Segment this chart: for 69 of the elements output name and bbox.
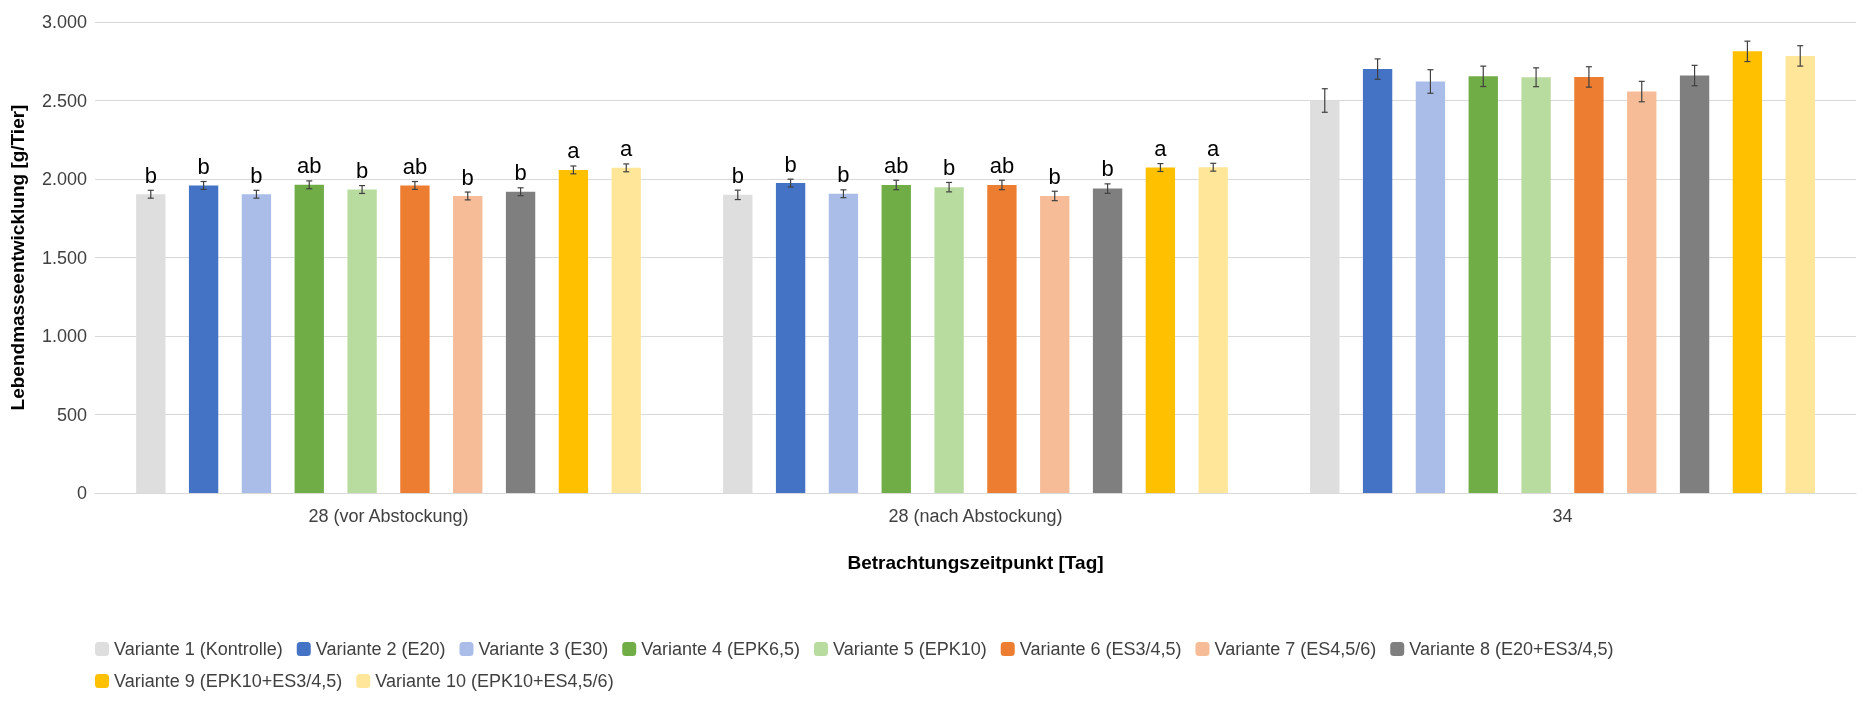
bar [453, 195, 483, 493]
y-tick-label: 500 [56, 404, 87, 425]
legend-label: Variante 9 (EPK10+ES3/4,5) [114, 671, 343, 691]
bar [400, 185, 430, 493]
data-label: ab [884, 152, 909, 178]
x-tick-label: 28 (nach Abstockung) [888, 506, 1063, 526]
bar [828, 193, 859, 493]
bar [934, 187, 964, 493]
bar [1627, 91, 1657, 493]
data-label: b [514, 160, 527, 186]
y-tick-label: 1.000 [41, 326, 87, 346]
x-axis-title: Betrachtungszeitpunkt [Tag] [847, 552, 1104, 573]
bar [241, 194, 272, 493]
legend-label: Variante 2 (E20) [315, 639, 446, 659]
legend-label: Variante 4 (EPK6,5) [641, 639, 800, 659]
bar [1092, 188, 1123, 493]
y-tick-label: 1.500 [41, 247, 87, 268]
data-label: b [1048, 163, 1061, 189]
bar [775, 183, 806, 493]
data-label: b [461, 164, 474, 190]
legend-label: Variante 8 (E20+ES3/4,5) [1409, 639, 1614, 659]
bar [505, 191, 536, 493]
bar [1521, 77, 1551, 493]
data-label: ab [297, 153, 322, 179]
bar [1040, 195, 1070, 493]
data-label: ab [989, 152, 1015, 178]
bar [987, 184, 1017, 493]
data-label: b [731, 162, 744, 188]
x-tick-label: 34 [1552, 506, 1573, 526]
data-label: b [250, 162, 263, 188]
y-axis-title: Lebendmasseentwicklung [g/Tier] [7, 104, 28, 411]
data-label: b [144, 162, 157, 188]
legend-label: Variante 7 (ES4,5/6) [1214, 639, 1377, 659]
bar [881, 184, 911, 493]
data-label: b [837, 162, 850, 188]
bar [1145, 167, 1176, 493]
bar [1574, 76, 1604, 493]
bar [347, 189, 377, 493]
bar [1362, 69, 1393, 493]
y-tick-label: 3.000 [41, 12, 87, 32]
bar [188, 185, 219, 493]
y-tick-label: 0 [76, 483, 87, 503]
bar [1415, 81, 1446, 493]
bar [294, 184, 324, 493]
legend-label: Variante 6 (ES3/4,5) [1019, 639, 1182, 659]
bar [1679, 75, 1710, 493]
data-label: a [1207, 135, 1221, 161]
data-label: b [1101, 156, 1114, 182]
bar [1198, 167, 1228, 493]
y-tick-label: 2.500 [41, 90, 87, 111]
bar [1785, 55, 1815, 493]
data-label: a [620, 136, 634, 162]
bar [1732, 51, 1763, 493]
data-label: b [942, 154, 956, 180]
data-label: b [784, 151, 797, 177]
legend-label: Variante 10 (EPK10+ES4,5/6) [375, 671, 614, 691]
y-tick-label: 2.000 [41, 169, 87, 189]
x-tick-label: 28 (vor Abstockung) [308, 506, 469, 526]
bar [558, 169, 589, 493]
legend-label: Variante 3 (E30) [478, 639, 609, 659]
data-label: ab [402, 154, 428, 180]
bar [1468, 76, 1498, 493]
data-label: b [355, 158, 369, 184]
bar [611, 167, 641, 493]
legend-label: Variante 5 (EPK10) [832, 639, 987, 659]
data-label: a [1154, 136, 1168, 162]
data-label: a [567, 138, 581, 164]
data-label: b [197, 154, 210, 180]
legend-label: Variante 1 (Kontrolle) [114, 639, 283, 659]
